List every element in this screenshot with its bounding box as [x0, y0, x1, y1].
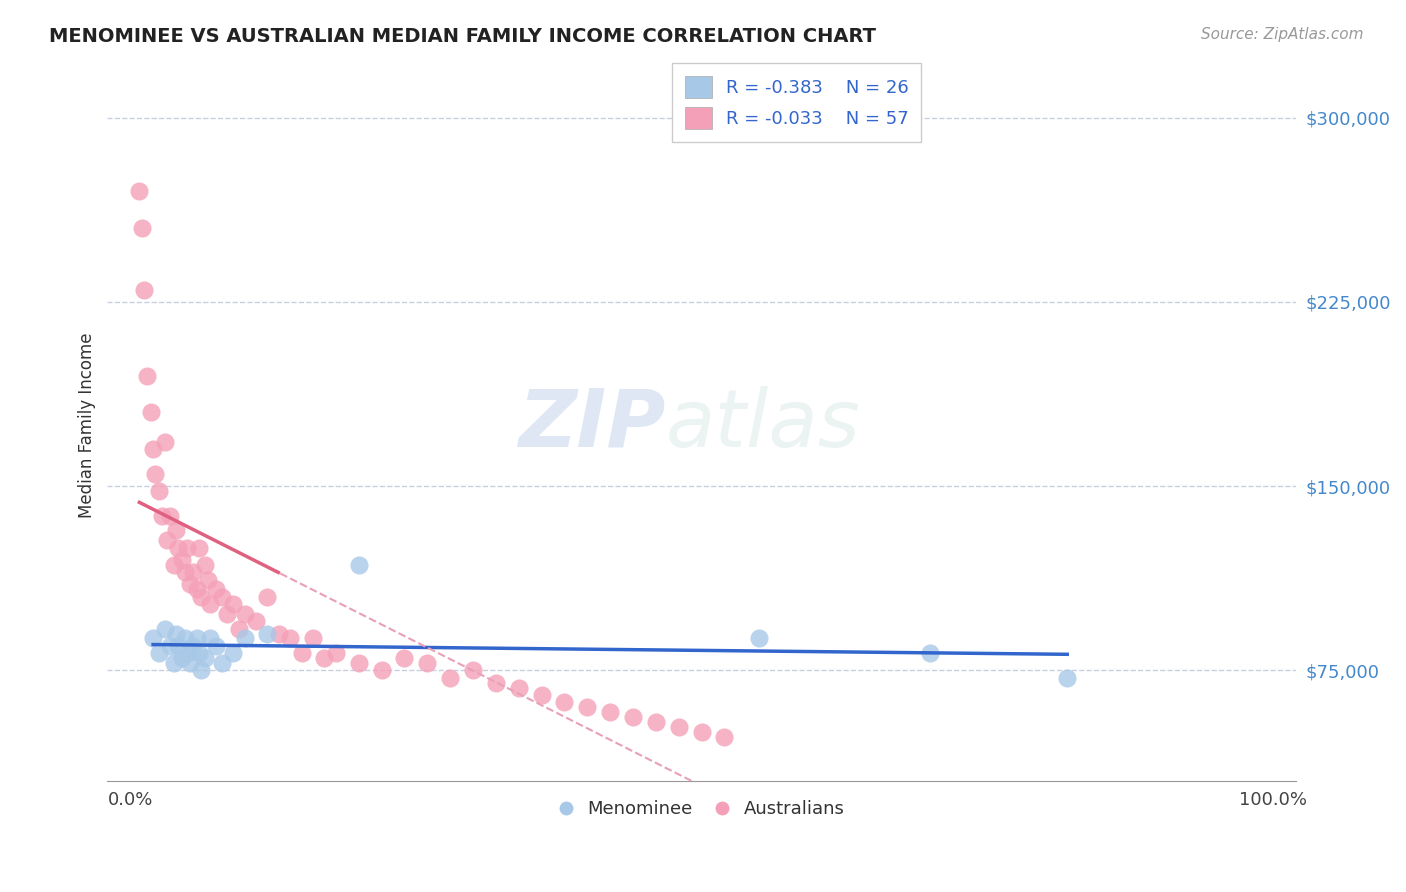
Point	[165, 524, 187, 538]
Point	[159, 639, 181, 653]
Point	[291, 646, 314, 660]
Point	[713, 730, 735, 744]
Point	[193, 558, 215, 572]
Point	[167, 639, 190, 653]
Point	[690, 724, 713, 739]
Point	[181, 565, 204, 579]
Point	[142, 632, 165, 646]
Point	[150, 508, 173, 523]
Point	[211, 590, 233, 604]
Point	[200, 597, 222, 611]
Point	[508, 681, 530, 695]
Point	[599, 705, 621, 719]
Point	[176, 646, 198, 660]
Point	[205, 639, 228, 653]
Point	[530, 688, 553, 702]
Point	[176, 541, 198, 555]
Point	[153, 622, 176, 636]
Point	[748, 632, 770, 646]
Point	[347, 656, 370, 670]
Point	[197, 573, 219, 587]
Point	[136, 368, 159, 383]
Point	[205, 582, 228, 597]
Point	[167, 541, 190, 555]
Point	[314, 651, 336, 665]
Point	[1056, 671, 1078, 685]
Point	[302, 632, 325, 646]
Point	[156, 533, 179, 548]
Point	[145, 467, 167, 481]
Point	[576, 700, 599, 714]
Point	[200, 632, 222, 646]
Point	[153, 434, 176, 449]
Point	[347, 558, 370, 572]
Point	[163, 558, 186, 572]
Point	[142, 442, 165, 457]
Point	[159, 508, 181, 523]
Point	[553, 695, 575, 709]
Point	[233, 607, 256, 621]
Point	[174, 632, 197, 646]
Text: ZIP: ZIP	[519, 385, 666, 464]
Point	[256, 626, 278, 640]
Point	[461, 664, 484, 678]
Point	[165, 626, 187, 640]
Point	[187, 646, 209, 660]
Point	[267, 626, 290, 640]
Point	[228, 622, 250, 636]
Point	[163, 656, 186, 670]
Point	[170, 553, 193, 567]
Point	[370, 664, 392, 678]
Point	[485, 675, 508, 690]
Point	[325, 646, 347, 660]
Text: MENOMINEE VS AUSTRALIAN MEDIAN FAMILY INCOME CORRELATION CHART: MENOMINEE VS AUSTRALIAN MEDIAN FAMILY IN…	[49, 27, 876, 45]
Point	[181, 639, 204, 653]
Point	[131, 221, 153, 235]
Point	[186, 582, 208, 597]
Point	[174, 565, 197, 579]
Point	[190, 664, 212, 678]
Legend: Menominee, Australians: Menominee, Australians	[551, 793, 852, 825]
Point	[217, 607, 239, 621]
Point	[644, 714, 666, 729]
Point	[148, 646, 170, 660]
Point	[222, 646, 245, 660]
Point	[179, 656, 201, 670]
Point	[139, 405, 162, 419]
Point	[245, 615, 267, 629]
Point	[179, 577, 201, 591]
Y-axis label: Median Family Income: Median Family Income	[79, 332, 96, 517]
Text: Source: ZipAtlas.com: Source: ZipAtlas.com	[1201, 27, 1364, 42]
Point	[187, 541, 209, 555]
Text: atlas: atlas	[666, 385, 860, 464]
Point	[132, 283, 155, 297]
Point	[148, 484, 170, 499]
Point	[186, 632, 208, 646]
Point	[190, 590, 212, 604]
Point	[193, 651, 215, 665]
Point	[920, 646, 942, 660]
Point	[416, 656, 439, 670]
Point	[128, 185, 150, 199]
Point	[222, 597, 245, 611]
Point	[170, 651, 193, 665]
Point	[233, 632, 256, 646]
Point	[621, 710, 644, 724]
Point	[394, 651, 416, 665]
Point	[439, 671, 461, 685]
Point	[668, 720, 690, 734]
Point	[256, 590, 278, 604]
Point	[211, 656, 233, 670]
Point	[278, 632, 301, 646]
